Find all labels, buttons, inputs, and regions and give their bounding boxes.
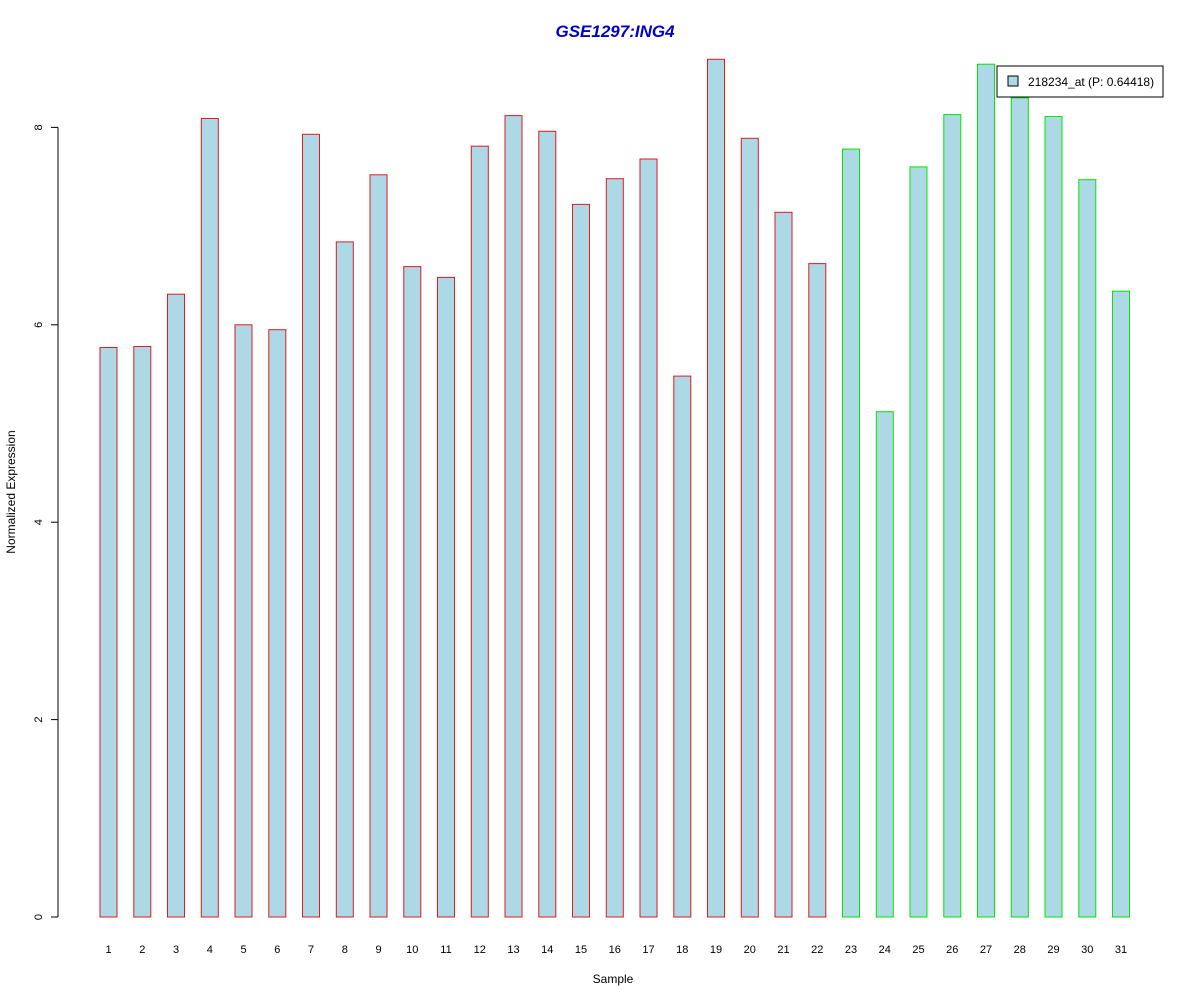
bar-sample-13	[504, 115, 523, 918]
bar-sample-19	[707, 58, 725, 918]
bar-sample-20	[740, 137, 759, 918]
bars-group	[99, 58, 1130, 918]
y-axis: 0 2 4 6 8	[33, 124, 59, 920]
bar-sample-22	[808, 263, 827, 918]
bar-sample-16	[605, 178, 624, 918]
x-tick-label: 18	[676, 944, 688, 956]
x-tick-label: 15	[575, 944, 587, 956]
x-tick-label: 2	[139, 944, 145, 956]
x-tick-label: 12	[474, 944, 486, 956]
x-tick-label: 11	[440, 944, 451, 956]
x-tick-label: 20	[744, 944, 756, 956]
legend: 218234_at (P: 0.64418)	[996, 65, 1164, 98]
y-tick-label: 6	[33, 322, 45, 328]
bar-sample-8	[335, 241, 354, 918]
bar-sample-1	[99, 347, 118, 918]
x-tick-label: 14	[541, 944, 553, 956]
x-tick-label: 23	[845, 944, 857, 956]
bar-sample-25	[909, 166, 928, 918]
legend-box	[996, 65, 1164, 98]
bar-sample-30	[1078, 179, 1097, 918]
bar-sample-18	[673, 375, 692, 918]
bar-sample-21	[774, 211, 793, 918]
x-tick-label: 21	[777, 944, 789, 956]
x-tick-label: 9	[375, 944, 381, 956]
bar-sample-29	[1044, 116, 1063, 918]
x-tick-label: 5	[240, 944, 246, 956]
y-tick-label: 8	[33, 124, 45, 130]
bar-sample-17	[639, 158, 658, 918]
x-tick-label: 6	[274, 944, 280, 956]
bar-sample-6	[268, 329, 287, 918]
bar-sample-12	[470, 145, 489, 918]
bar-sample-5	[234, 324, 253, 918]
bar-sample-24	[875, 411, 894, 918]
bar-sample-31	[1112, 290, 1130, 918]
x-tick-label: 22	[811, 944, 823, 956]
chart-title: GSE1297:ING4	[555, 22, 675, 41]
x-tick-label: 16	[609, 944, 621, 956]
bar-sample-27	[977, 63, 995, 918]
y-tick-label: 4	[33, 519, 45, 525]
bar-sample-11	[437, 276, 455, 918]
x-tick-label: 4	[207, 944, 213, 956]
x-axis-label: Sample	[593, 972, 634, 986]
x-tick-label: 24	[879, 944, 891, 956]
bar-sample-23	[842, 148, 860, 918]
x-tick-label: 3	[173, 944, 179, 956]
x-tick-label: 17	[642, 944, 654, 956]
bar-sample-7	[302, 133, 320, 918]
x-tick-label: 25	[912, 944, 924, 956]
x-tick-label: 30	[1081, 944, 1093, 956]
x-tick-label: 26	[946, 944, 958, 956]
x-tick-label: 29	[1047, 944, 1059, 956]
legend-swatch	[1007, 75, 1019, 87]
bar-sample-10	[403, 266, 422, 918]
x-tick-label: 27	[980, 944, 992, 956]
x-tick-labels: 1 2 3 4 5 6 7 8 9 10 11 12 13 14 15 16 17 18 19 20 21 22 23 24 2…	[105, 944, 1127, 956]
bar-sample-14	[538, 130, 557, 918]
bar-sample-2	[133, 346, 152, 918]
x-tick-label: 31	[1115, 944, 1127, 956]
x-tick-label: 28	[1014, 944, 1026, 956]
x-tick-label: 10	[406, 944, 418, 956]
legend-label: 218234_at (P: 0.64418)	[1028, 75, 1154, 89]
y-tick-label: 2	[33, 717, 45, 723]
bar-sample-9	[369, 174, 388, 918]
bar-sample-28	[1010, 97, 1029, 918]
x-tick-label: 7	[308, 944, 314, 956]
y-axis-label: Normalized Expression	[4, 430, 18, 553]
bar-sample-26	[943, 114, 962, 918]
y-tick-label: 0	[33, 914, 45, 920]
bar-sample-15	[572, 203, 590, 918]
bar-sample-3	[167, 293, 185, 918]
x-tick-label: 8	[342, 944, 348, 956]
x-tick-label: 19	[710, 944, 722, 956]
bar-sample-4	[200, 118, 219, 918]
x-tick-label: 1	[105, 944, 111, 956]
x-tick-label: 13	[507, 944, 519, 956]
